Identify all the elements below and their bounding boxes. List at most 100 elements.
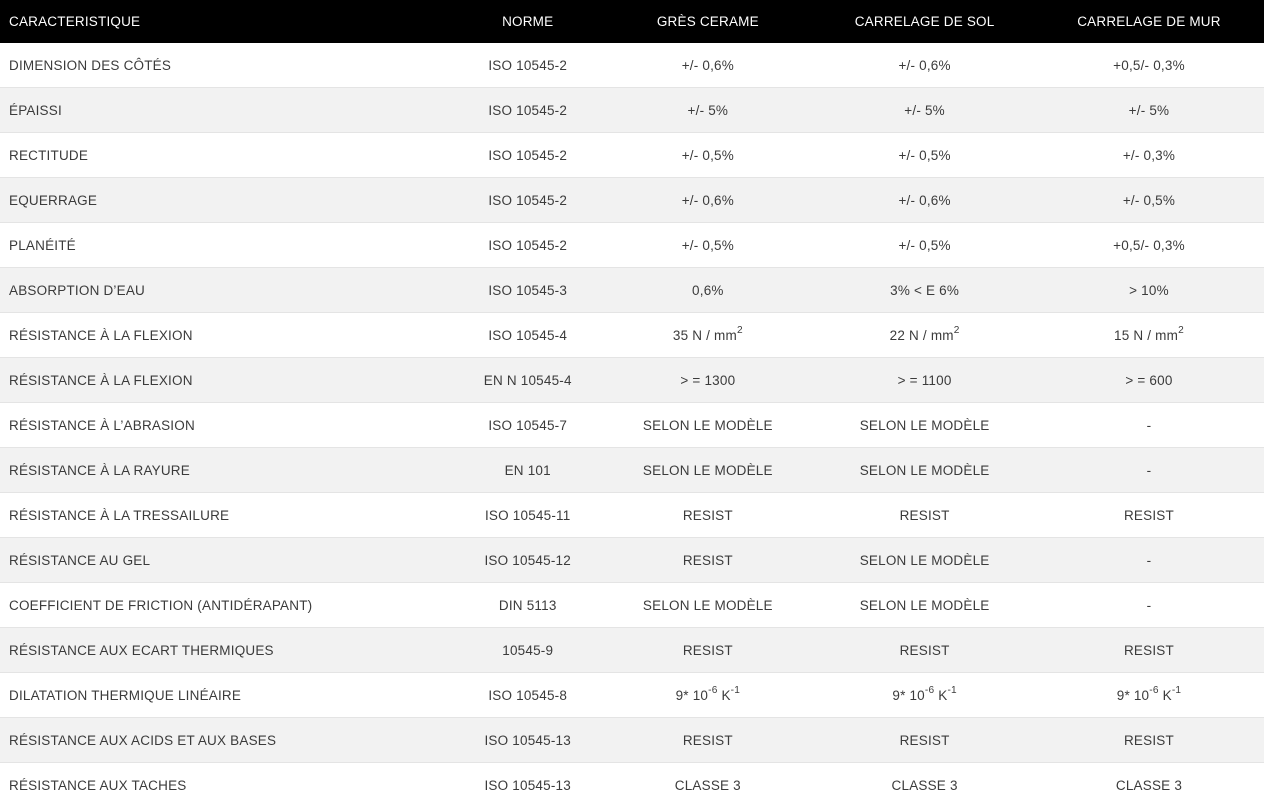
cell-carrelage-de-mur: RESIST [1033, 627, 1264, 673]
cell-caracteristique: RÉSISTANCE AU GEL [0, 537, 456, 583]
cell-gres-cerame: +/- 0,6% [600, 177, 816, 223]
cell-carrelage-de-mur: RESIST [1033, 492, 1264, 538]
cell-carrelage-de-sol: +/- 0,6% [898, 57, 951, 73]
cell-norme: DIN 5113 [455, 582, 601, 628]
cell-carrelage-de-mur: > = 600 [1033, 357, 1264, 403]
table-row: DILATATION THERMIQUE LINÉAIRE ISO 10545-8… [0, 672, 1264, 718]
cell-carrelage-de-mur: - [1033, 537, 1264, 583]
cell-gres-cerame: CLASSE 3 [600, 762, 816, 807]
cell-gres-cerame: RESIST [600, 492, 816, 538]
cell-carrelage-de-mur: +/- 0,3% [1033, 132, 1264, 178]
table-row: EQUERRAGE ISO 10545-2 +/- 0,6% +/- 0,6% +/- … [0, 177, 1264, 223]
cell-carrelage-de-mur: - [1033, 402, 1264, 448]
cell-carrelage-de-sol: +/- 0,6% [815, 177, 1034, 223]
cell-carrelage-de-sol: RESIST [815, 492, 1034, 538]
column-header-carrelage-de-sol: CARRELAGE DE SOL [815, 0, 1034, 43]
cell-carrelage-de-sol: RESIST [815, 627, 1034, 673]
cell-norme: ISO 10545-12 [455, 537, 601, 583]
cell-norme: EN N 10545-4 [455, 357, 601, 403]
cell-carrelage-de-mur: - [1033, 447, 1264, 493]
table-row: PLANÉITÉ ISO 10545-2 +/- 0,5% +/- 0,5% +0,5/… [0, 222, 1264, 268]
cell-gres-cerame: +/- 5% [600, 87, 816, 133]
cell-caracteristique: DIMENSION DES CÔTÉS [9, 57, 172, 73]
cell-carrelage-de-sol: +/- 0,5% [815, 222, 1034, 268]
cell-norme: ISO 10545-2 [455, 177, 601, 223]
cell-gres-cerame: RESIST [600, 627, 816, 673]
cell-carrelage-de-mur: 15 N / mm2 [1033, 312, 1264, 358]
cell-caracteristique: ABSORPTION D’EAU [0, 267, 456, 313]
cell-gres-cerame: SELON LE MODÈLE [600, 447, 816, 493]
cell-carrelage-de-sol: SELON LE MODÈLE [815, 402, 1034, 448]
cell-gres-cerame: +/- 0,5% [600, 132, 816, 178]
table-row: RÉSISTANCE À LA RAYURE EN 101 SELON LE MOD… [0, 447, 1264, 493]
cell-carrelage-de-sol: 22 N / mm2 [815, 312, 1034, 358]
cell-carrelage-de-sol: +/- 0,5% [815, 132, 1034, 178]
cell-norme: ISO 10545-13 [455, 717, 601, 763]
cell-norme: ISO 10545-2 [455, 87, 601, 133]
cell-caracteristique: RÉSISTANCE AUX TACHES [0, 762, 456, 807]
table-row: ABSORPTION D’EAU ISO 10545-3 0,6% 3% < E 6%… [0, 267, 1264, 313]
table-row: RÉSISTANCE AU GEL ISO 10545-12 RESIST SELON… [0, 537, 1264, 583]
table-header: CARACTERISTIQUE NORME GRÈS CERAME CARREL… [0, 0, 1264, 43]
cell-gres-cerame: +/- 0,5% [600, 222, 816, 268]
cell-carrelage-de-mur: +/- 0,5% [1033, 177, 1264, 223]
cell-gres-cerame: > = 1300 [600, 357, 816, 403]
cell-carrelage-de-mur: - [1033, 582, 1264, 628]
cell-norme: 10545-9 [455, 627, 601, 673]
cell-caracteristique: ÉPAISSI [0, 87, 456, 133]
cell-caracteristique: RÉSISTANCE À LA RAYURE [0, 447, 456, 493]
cell-norme: EN 101 [455, 447, 601, 493]
cell-carrelage-de-mur: CLASSE 3 [1033, 762, 1264, 807]
cell-caracteristique: RECTITUDE [0, 132, 456, 178]
cell-carrelage-de-sol: SELON LE MODÈLE [815, 537, 1034, 583]
column-header-carrelage-de-mur: CARRELAGE DE MUR [1033, 0, 1264, 43]
table-row: ÉPAISSI ISO 10545-2 +/- 5% +/- 5% +/- 5% [0, 87, 1264, 133]
cell-carrelage-de-mur: +0,5/- 0,3% [1033, 222, 1264, 268]
cell-norme: ISO 10545-2 [455, 222, 601, 268]
column-header-gres-cerame: GRÈS CERAME [600, 0, 816, 43]
table-row: COEFFICIENT DE FRICTION (ANTIDÉRAPANT) DI… [0, 582, 1264, 628]
table-row: RÉSISTANCE AUX ACIDS ET AUX BASES ISO 105… [0, 717, 1264, 763]
column-header-caracteristique: CARACTERISTIQUE [0, 0, 456, 43]
table-row: RÉSISTANCE À L’ABRASION ISO 10545-7 SELON … [0, 402, 1264, 448]
cell-gres-cerame: 35 N / mm2 [600, 312, 816, 358]
cell-norme: ISO 10545-8 [455, 672, 601, 718]
cell-carrelage-de-mur: 9* 10-6 K-1 [1033, 672, 1264, 718]
cell-norme: ISO 10545-4 [455, 312, 601, 358]
cell-carrelage-de-mur: RESIST [1033, 717, 1264, 763]
cell-carrelage-de-sol: 3% < E 6% [815, 267, 1034, 313]
cell-carrelage-de-sol: SELON LE MODÈLE [815, 582, 1034, 628]
table-row: DIMENSION DES CÔTÉS ISO 10545-2 +/- 0,6% +/… [0, 43, 1264, 88]
cell-carrelage-de-mur: +0,5/- 0,3% [1113, 57, 1185, 73]
cell-caracteristique: PLANÉITÉ [0, 222, 456, 268]
cell-caracteristique: RÉSISTANCE AUX ACIDS ET AUX BASES [0, 717, 456, 763]
cell-carrelage-de-sol: > = 1100 [815, 357, 1034, 403]
cell-carrelage-de-mur: > 10% [1033, 267, 1264, 313]
table-row: RÉSISTANCE À LA TRESSAILURE ISO 10545-11 R… [0, 492, 1264, 538]
table-row: RECTITUDE ISO 10545-2 +/- 0,5% +/- 0,5% +/- … [0, 132, 1264, 178]
cell-caracteristique: RÉSISTANCE À LA TRESSAILURE [0, 492, 456, 538]
table-body: DIMENSION DES CÔTÉS ISO 10545-2 +/- 0,6% +/… [0, 43, 1264, 807]
cell-caracteristique: COEFFICIENT DE FRICTION (ANTIDÉRAPANT) [0, 582, 456, 628]
cell-caracteristique: RÉSISTANCE À LA FLEXION [0, 312, 456, 358]
cell-carrelage-de-sol: SELON LE MODÈLE [815, 447, 1034, 493]
cell-norme: ISO 10545-2 [488, 57, 568, 73]
cell-caracteristique: RÉSISTANCE AUX ECART THERMIQUES [0, 627, 456, 673]
cell-caracteristique: RÉSISTANCE À LA FLEXION [0, 357, 456, 403]
cell-carrelage-de-sol: 9* 10-6 K-1 [815, 672, 1034, 718]
cell-carrelage-de-mur: +/- 5% [1033, 87, 1264, 133]
cell-gres-cerame: SELON LE MODÈLE [600, 582, 816, 628]
column-header-norme: NORME [455, 0, 601, 43]
cell-gres-cerame: 0,6% [600, 267, 816, 313]
cell-norme: ISO 10545-2 [455, 132, 601, 178]
cell-gres-cerame: RESIST [600, 717, 816, 763]
cell-norme: ISO 10545-11 [455, 492, 601, 538]
table-row: RÉSISTANCE À LA FLEXION ISO 10545-4 35 N /… [0, 312, 1264, 358]
cell-carrelage-de-sol: CLASSE 3 [815, 762, 1034, 807]
cell-caracteristique: DILATATION THERMIQUE LINÉAIRE [0, 672, 456, 718]
cell-gres-cerame: +/- 0,6% [681, 57, 734, 73]
table-row: RÉSISTANCE AUX ECART THERMIQUES 10545-9 RE… [0, 627, 1264, 673]
cell-gres-cerame: RESIST [600, 537, 816, 583]
cell-caracteristique: EQUERRAGE [0, 177, 456, 223]
cell-carrelage-de-sol: +/- 5% [815, 87, 1034, 133]
